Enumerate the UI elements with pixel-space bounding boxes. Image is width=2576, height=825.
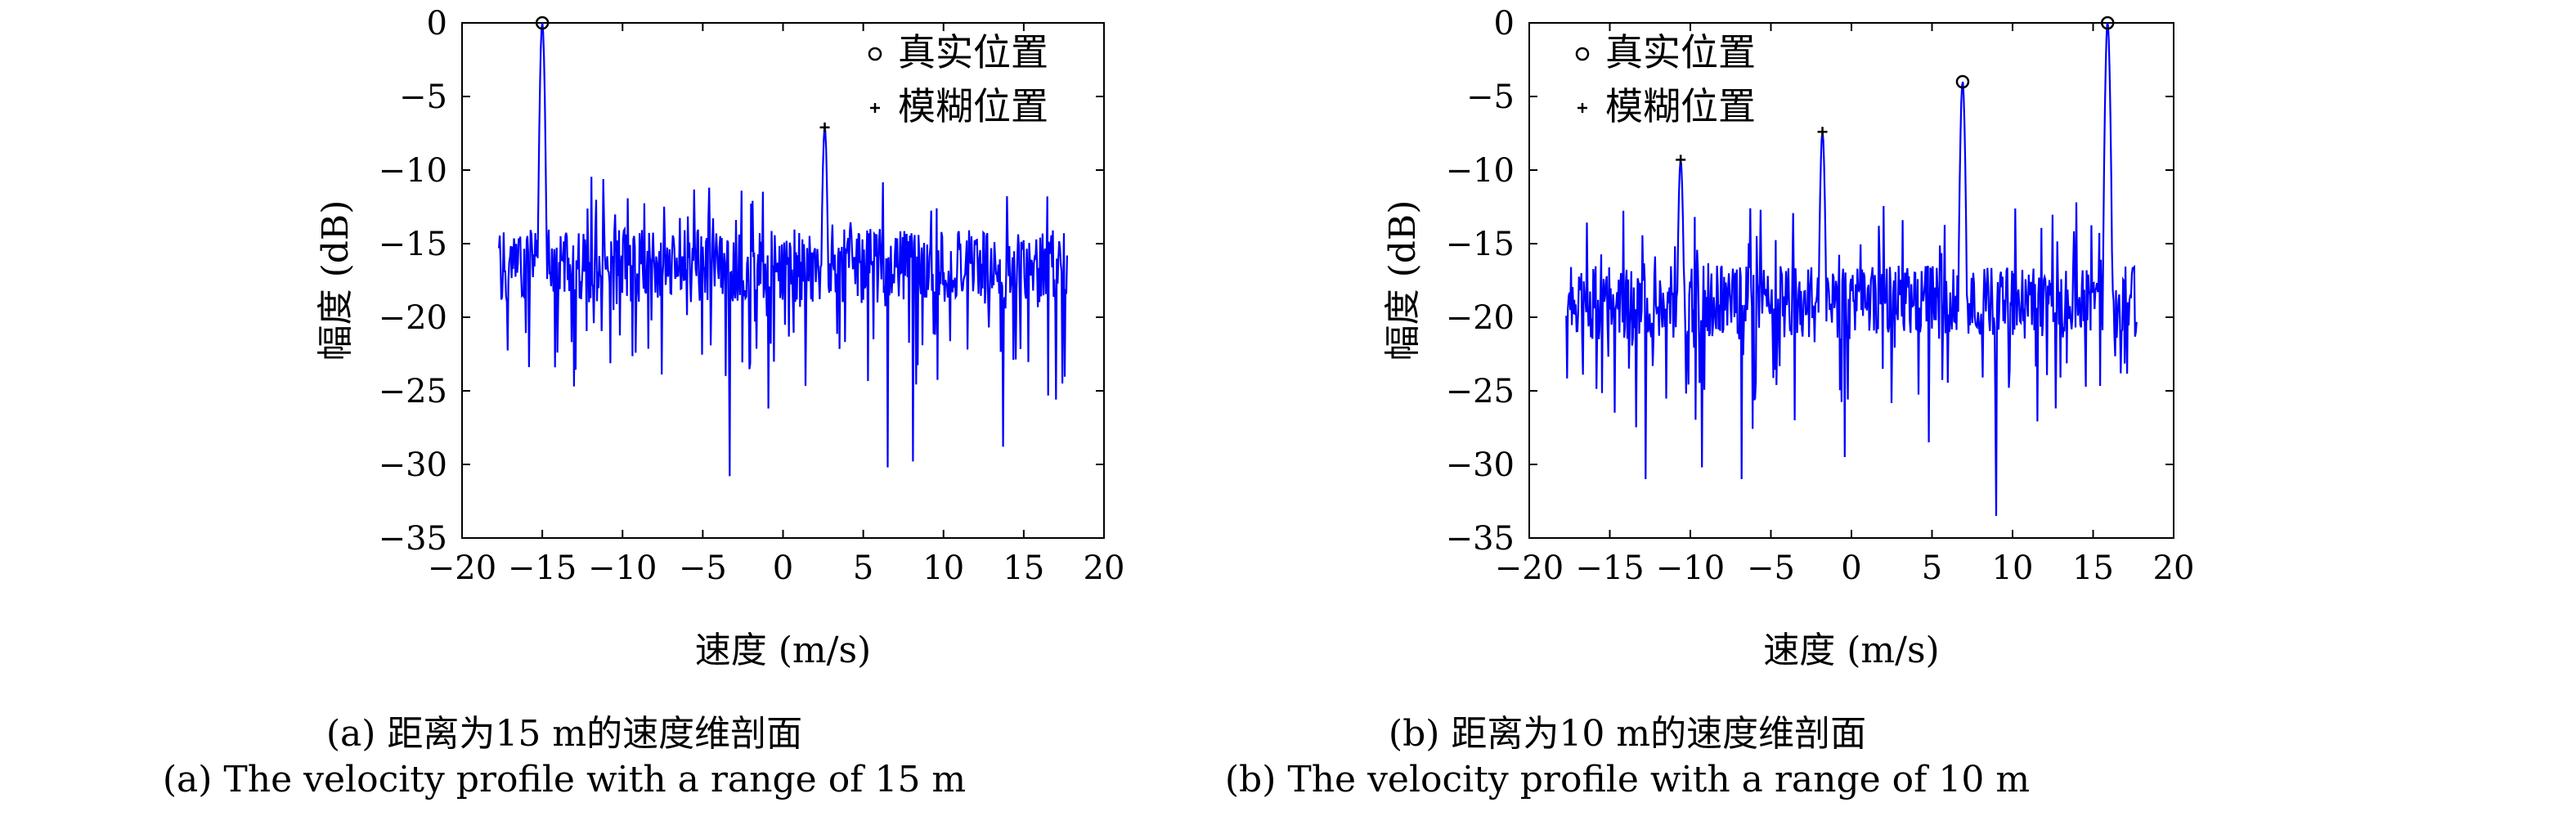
y-tick-label: −15: [379, 226, 447, 263]
x-axis-title: 速度 (m/s): [1763, 630, 1939, 671]
legend-label: 真实位置: [1605, 30, 1756, 74]
x-tick-label: 20: [2153, 549, 2195, 587]
legend-plus-icon: [870, 103, 880, 113]
x-tick-label: 0: [773, 549, 793, 587]
caption-a-cn: (a) 距离为15 m的速度维剖面: [325, 713, 803, 755]
legend-label: 模糊位置: [1605, 84, 1756, 128]
caption-a-en: (a) The velocity profile with a range of…: [162, 759, 967, 800]
y-tick-label: −25: [1446, 373, 1515, 410]
x-tick-label: 20: [1084, 549, 1125, 587]
legend-label: 真实位置: [898, 30, 1048, 74]
x-tick-label: −20: [1495, 549, 1564, 587]
x-tick-label: −10: [1656, 549, 1725, 587]
true-position-marker: [535, 16, 550, 30]
x-tick-label: −5: [1747, 549, 1795, 587]
x-tick-label: 15: [1003, 549, 1044, 587]
y-tick-label: 0: [427, 5, 447, 43]
x-tick-label: 15: [2072, 549, 2114, 587]
series-line: [498, 23, 1068, 477]
y-tick-label: −30: [1446, 446, 1515, 484]
y-tick-label: −10: [1446, 152, 1515, 190]
caption-b-en: (b) The velocity profile with a range of…: [1224, 759, 2031, 800]
legend-circle-icon: [868, 47, 882, 61]
y-axis-title: 幅度 (dB): [1382, 200, 1424, 361]
y-tick-label: −20: [379, 299, 447, 337]
y-tick-label: −35: [379, 520, 447, 558]
y-tick-label: −15: [1446, 226, 1515, 263]
y-axis-title: 幅度 (dB): [315, 200, 357, 361]
y-tick-label: −20: [1446, 299, 1515, 337]
y-tick-label: −35: [1446, 520, 1515, 558]
ambiguous-position-marker: [1676, 155, 1686, 165]
x-tick-label: 10: [1992, 549, 2034, 587]
legend-plus-icon: [1577, 103, 1587, 113]
y-tick-label: 0: [1494, 5, 1515, 43]
y-tick-label: −10: [379, 152, 447, 190]
ambiguous-position-marker: [819, 122, 830, 132]
legend-label: 模糊位置: [898, 84, 1048, 128]
x-tick-label: −15: [1575, 549, 1644, 587]
ambiguous-position-marker: [1817, 127, 1828, 137]
y-tick-label: −30: [379, 446, 447, 484]
caption-a: (a) 距离为15 m的速度维剖面 (a) The velocity profi…: [155, 711, 973, 803]
x-tick-label: −15: [508, 549, 577, 587]
y-tick-label: −5: [1466, 78, 1515, 116]
y-tick-label: −5: [399, 78, 447, 116]
x-tick-label: 5: [853, 549, 873, 587]
legend-circle-icon: [1575, 47, 1590, 61]
true-position-marker: [1955, 74, 1970, 89]
x-axis-title: 速度 (m/s): [695, 630, 871, 671]
true-position-marker: [2100, 16, 2115, 30]
x-tick-label: 10: [922, 549, 964, 587]
chart-panel-b: −20 −15 −10 −5 0 5 10 15 20 0 −5 −10 −15 −20 −25 −30 −35…: [1382, 5, 2194, 671]
x-tick-label: 5: [1922, 549, 1942, 587]
x-tick-label: −10: [588, 549, 657, 587]
x-tick-label: −5: [679, 549, 727, 587]
chart-panel-a: −20 −15 −10 −5 0 5 10 15 20 0 −5 −10 −15 −20 −25 −30 −35…: [315, 5, 1124, 671]
caption-b-cn: (b) 距离为10 m的速度维剖面: [1388, 713, 1867, 755]
x-tick-label: −20: [428, 549, 496, 587]
x-tick-label: 0: [1841, 549, 1861, 587]
series-line: [1565, 23, 2138, 517]
y-tick-label: −25: [379, 373, 447, 410]
caption-b: (b) 距离为10 m的速度维剖面 (b) The velocity profi…: [1218, 711, 2036, 803]
